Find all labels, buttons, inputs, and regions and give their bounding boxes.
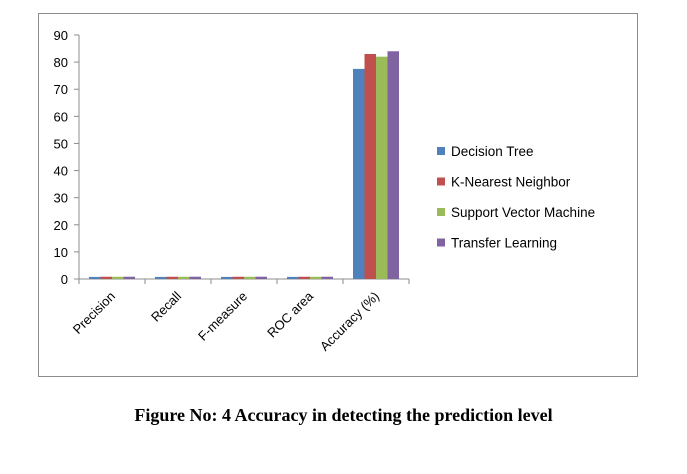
bar xyxy=(364,53,376,279)
legend-swatch xyxy=(437,208,445,216)
bar xyxy=(232,276,244,279)
x-tick-label: Accuracy (%) xyxy=(317,289,382,354)
y-tick-label: 10 xyxy=(54,245,68,260)
legend-swatch xyxy=(437,177,445,186)
x-tick-label: Precision xyxy=(70,289,118,337)
y-tick-label: 80 xyxy=(54,55,68,70)
bar xyxy=(155,276,167,279)
bar xyxy=(310,276,322,279)
y-tick-label: 70 xyxy=(54,82,68,97)
chart-legend: Decision Tree K-Nearest Neighbor Support V… xyxy=(437,144,595,251)
bar xyxy=(244,276,256,279)
figure-caption: Figure No: 4 Accuracy in detecting the p… xyxy=(134,405,553,425)
y-tick-label: 90 xyxy=(54,28,68,43)
bar xyxy=(353,68,365,279)
bar xyxy=(321,276,333,279)
bar xyxy=(298,276,310,279)
bar xyxy=(166,276,178,279)
bar xyxy=(387,51,399,280)
legend-label: K-Nearest Neighbor xyxy=(451,175,571,190)
legend-label: Decision Tree xyxy=(451,144,534,159)
bar xyxy=(376,56,388,279)
y-tick-label: 20 xyxy=(54,218,68,233)
y-tick-label: 40 xyxy=(54,164,68,179)
y-tick-label: 60 xyxy=(54,109,68,124)
x-tick-label: F-measure xyxy=(195,289,250,344)
legend-swatch xyxy=(437,147,445,155)
chart-frame xyxy=(38,13,638,377)
legend-swatch xyxy=(437,238,445,247)
bar xyxy=(221,276,233,279)
bar xyxy=(189,276,201,279)
bar xyxy=(112,276,124,279)
x-tick-label: ROC area xyxy=(264,288,317,341)
bar xyxy=(287,276,299,279)
bar xyxy=(89,276,101,279)
chart-bars xyxy=(89,51,399,280)
legend-label: Support Vector Machine xyxy=(451,205,595,220)
bar xyxy=(123,276,135,279)
legend-label: Transfer Learning xyxy=(451,236,557,251)
y-tick-label: 0 xyxy=(61,272,68,287)
bar-chart: 0 10 20 30 40 50 60 70 80 90 Precision Recall F-meas… xyxy=(54,28,596,354)
bar xyxy=(178,276,190,279)
y-tick-label: 30 xyxy=(54,191,68,206)
bar xyxy=(100,276,112,279)
y-tick-label: 50 xyxy=(54,136,68,151)
x-tick-label: Recall xyxy=(148,288,184,324)
bar xyxy=(255,276,267,279)
